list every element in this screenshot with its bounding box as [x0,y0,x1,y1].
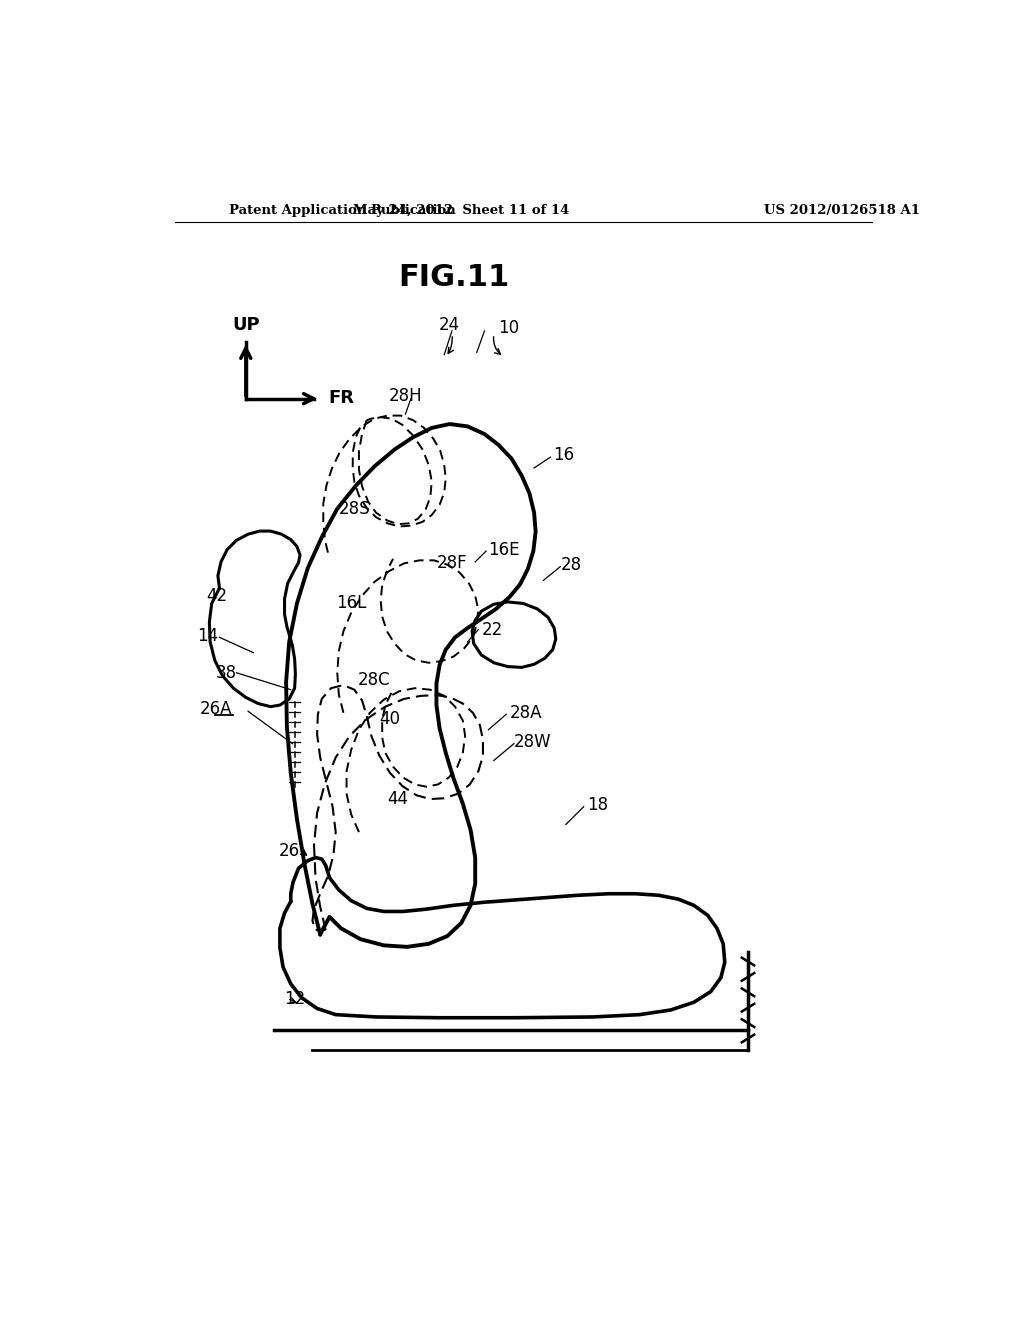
Text: 28S: 28S [339,500,370,517]
Text: UP: UP [232,315,260,334]
Text: 28A: 28A [509,704,542,722]
Text: 22: 22 [481,620,503,639]
Text: 24: 24 [439,315,460,334]
Text: 28H: 28H [389,387,422,404]
Text: 18: 18 [587,796,608,814]
Text: 14: 14 [197,627,218,644]
Text: 16L: 16L [336,594,367,612]
Text: May 24, 2012  Sheet 11 of 14: May 24, 2012 Sheet 11 of 14 [353,205,569,218]
Text: US 2012/0126518 A1: US 2012/0126518 A1 [764,205,920,218]
Text: 28: 28 [560,556,582,574]
Text: 28W: 28W [514,733,552,751]
Text: 28F: 28F [436,553,467,572]
Text: 44: 44 [387,791,409,808]
Text: FIG.11: FIG.11 [398,263,509,292]
Text: 28C: 28C [358,672,391,689]
Text: FR: FR [328,389,354,407]
Text: 26A: 26A [200,700,232,718]
Text: 26: 26 [279,842,300,861]
Text: 40: 40 [380,710,400,727]
Text: 12: 12 [285,990,306,1008]
Text: 42: 42 [206,587,227,605]
Text: 16E: 16E [488,541,520,558]
Text: Patent Application Publication: Patent Application Publication [228,205,456,218]
Text: 38: 38 [215,664,237,681]
Text: 16: 16 [553,446,573,463]
Text: 10: 10 [499,319,519,337]
